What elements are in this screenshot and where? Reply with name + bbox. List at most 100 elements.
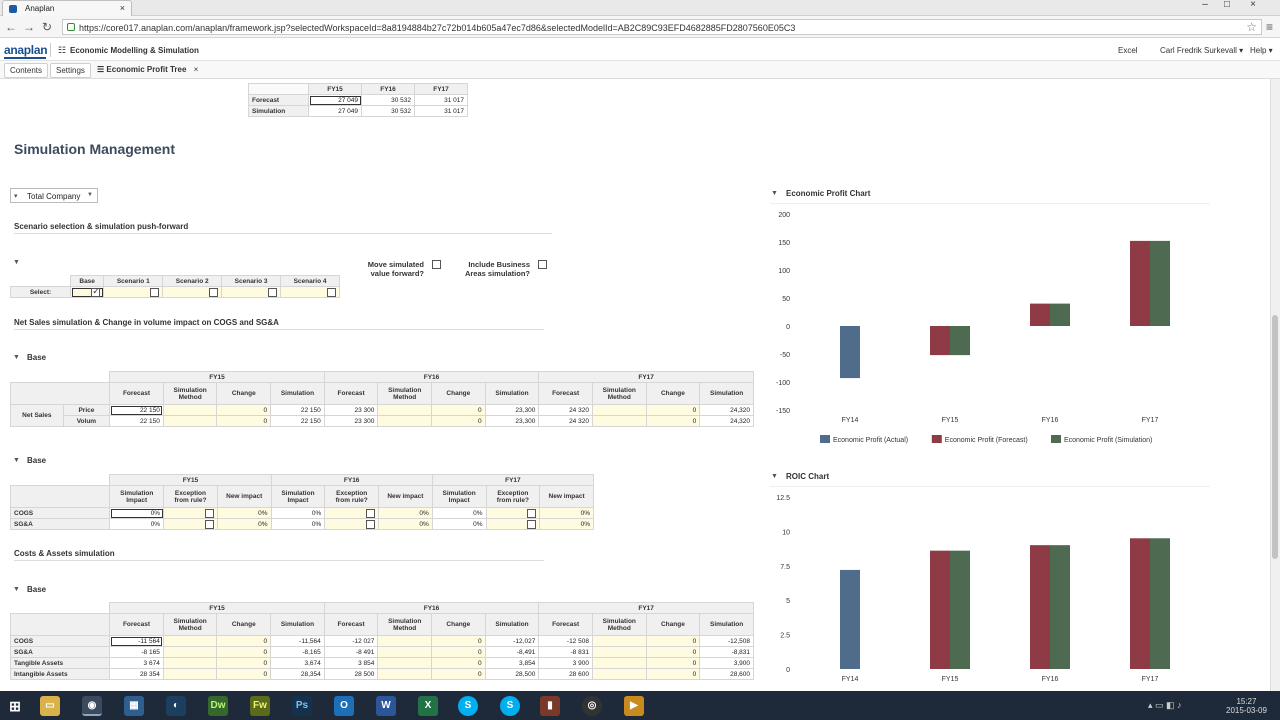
table-cell[interactable]: [162, 668, 218, 680]
table-cell[interactable]: 0: [431, 668, 486, 680]
photoshop-icon[interactable]: Ps: [292, 696, 312, 716]
table-cell[interactable]: 0: [645, 404, 701, 416]
table-cell[interactable]: -11 564: [109, 635, 164, 647]
user-menu[interactable]: Carl Fredrik Surkevall ▾: [1160, 46, 1244, 55]
table-cell[interactable]: 0: [645, 635, 701, 647]
excel-icon[interactable]: X: [418, 696, 438, 716]
exception-checkbox[interactable]: [324, 507, 380, 519]
table-cell[interactable]: -8 165: [109, 646, 164, 658]
page-scrollbar-thumb[interactable]: [1272, 315, 1278, 559]
table-cell[interactable]: 0: [216, 668, 272, 680]
apps-grid-icon[interactable]: ☷: [58, 45, 67, 55]
table-cell[interactable]: 0: [645, 668, 701, 680]
table-cell[interactable]: [377, 635, 433, 647]
table-cell[interactable]: [162, 404, 218, 416]
table-cell[interactable]: 24 320: [538, 404, 593, 416]
windows-start-icon[interactable]: ⊞: [9, 698, 21, 714]
table-cell[interactable]: 0: [431, 404, 486, 416]
bar-roic-forecast-[interactable]: [930, 550, 950, 669]
table-cell[interactable]: [162, 646, 218, 658]
bar-roic-simulation-[interactable]: [1150, 538, 1170, 669]
file-explorer-icon[interactable]: ▭: [40, 696, 60, 716]
table-cell[interactable]: [591, 415, 647, 427]
table-cell[interactable]: [162, 415, 218, 427]
scenario-1-checkbox[interactable]: [103, 286, 164, 298]
bar-roic-forecast-[interactable]: [1030, 545, 1050, 669]
table-cell[interactable]: 31 017: [414, 94, 468, 106]
table-cell[interactable]: 22 150: [109, 404, 164, 416]
table-cell[interactable]: 0%: [539, 518, 594, 530]
table-cell[interactable]: [162, 635, 218, 647]
table-cell[interactable]: 0%: [216, 518, 272, 530]
include-business-areas-checkbox[interactable]: [538, 260, 547, 269]
exception-checkbox[interactable]: [485, 518, 541, 530]
table-cell[interactable]: [377, 646, 433, 658]
table-cell[interactable]: 3 674: [109, 657, 164, 669]
bar-economic-profit-forecast-[interactable]: [1130, 240, 1150, 326]
exception-checkbox[interactable]: [163, 507, 218, 519]
table-cell[interactable]: 0: [431, 657, 486, 669]
outlook-icon[interactable]: O: [334, 696, 354, 716]
close-tab-icon[interactable]: ×: [193, 65, 199, 74]
clock[interactable]: 15:27 2015-03-09: [1226, 697, 1267, 715]
bar-economic-profit-forecast-[interactable]: [1030, 303, 1050, 326]
exception-checkbox[interactable]: [485, 507, 541, 519]
table-cell[interactable]: 0: [431, 646, 486, 658]
table-cell[interactable]: [377, 668, 433, 680]
tab-contents[interactable]: Contents: [4, 63, 49, 78]
table-cell[interactable]: 30 532: [361, 94, 415, 106]
table-cell[interactable]: 28 354: [109, 668, 164, 680]
collapse-triangle-icon[interactable]: ▼: [13, 259, 20, 266]
bar-economic-profit-forecast-[interactable]: [930, 326, 950, 356]
tab-economic-profit-tree[interactable]: ☰ Economic Profit Tree ×: [97, 65, 199, 74]
close-tab-icon[interactable]: ×: [119, 3, 125, 13]
table-cell[interactable]: 0%: [378, 518, 433, 530]
bar-roic-forecast-[interactable]: [1130, 538, 1150, 669]
exception-checkbox[interactable]: [324, 518, 380, 530]
table-cell[interactable]: -12 508: [538, 635, 593, 647]
excel-link[interactable]: Excel: [1118, 46, 1138, 55]
app-icon[interactable]: ▮: [540, 696, 560, 716]
table-cell[interactable]: [162, 657, 218, 669]
table-cell[interactable]: [591, 404, 647, 416]
exception-checkbox[interactable]: [163, 518, 218, 530]
bar-roic-actual-[interactable]: [840, 569, 860, 669]
collapse-triangle-icon[interactable]: ▼: [771, 190, 778, 197]
media-icon[interactable]: ▶: [624, 696, 644, 716]
reload-icon[interactable]: ↻: [41, 20, 53, 34]
url-field[interactable]: https://core017.anaplan.com/anaplan/fram…: [62, 19, 1262, 35]
browser-menu-icon[interactable]: ≡: [1266, 20, 1274, 34]
model-title[interactable]: Economic Modelling & Simulation: [70, 46, 199, 55]
table-cell[interactable]: 0: [216, 657, 272, 669]
table-cell[interactable]: 30 532: [361, 105, 415, 117]
skype-business-icon[interactable]: S: [500, 696, 520, 716]
table-cell[interactable]: 0: [216, 635, 272, 647]
word-icon[interactable]: W: [376, 696, 396, 716]
bar-economic-profit-actual-[interactable]: [840, 326, 860, 379]
chrome-icon[interactable]: ◉: [82, 696, 102, 716]
table-cell[interactable]: 28 500: [323, 668, 379, 680]
collapse-triangle-icon[interactable]: ▼: [13, 354, 20, 361]
company-dropdown[interactable]: ▾ Total Company ▼: [10, 188, 98, 203]
close-window-icon[interactable]: ×: [1250, 0, 1256, 10]
table-cell[interactable]: 31 017: [414, 105, 468, 117]
move-forward-checkbox[interactable]: [432, 260, 441, 269]
fireworks-icon[interactable]: Fw: [250, 696, 270, 716]
table-cell[interactable]: 0: [216, 646, 272, 658]
table-cell[interactable]: 0: [645, 415, 701, 427]
table-cell[interactable]: 0: [216, 404, 272, 416]
forward-icon[interactable]: →: [23, 20, 35, 34]
collapse-triangle-icon[interactable]: ▼: [13, 586, 20, 593]
table-cell[interactable]: 22 150: [109, 415, 164, 427]
table-cell[interactable]: 0: [216, 415, 272, 427]
app-icon[interactable]: ▦: [124, 696, 144, 716]
dreamweaver-icon[interactable]: Dw: [208, 696, 228, 716]
table-cell[interactable]: 23 300: [323, 415, 379, 427]
table-cell[interactable]: 0: [645, 646, 701, 658]
minimize-icon[interactable]: –: [1202, 0, 1208, 10]
obs-icon[interactable]: ◎: [582, 696, 602, 716]
bar-economic-profit-simulation-[interactable]: [1150, 240, 1170, 326]
browser-tab[interactable]: Anaplan ×: [2, 0, 132, 16]
table-cell[interactable]: -8 831: [538, 646, 593, 658]
collapse-triangle-icon[interactable]: ▼: [13, 457, 20, 464]
